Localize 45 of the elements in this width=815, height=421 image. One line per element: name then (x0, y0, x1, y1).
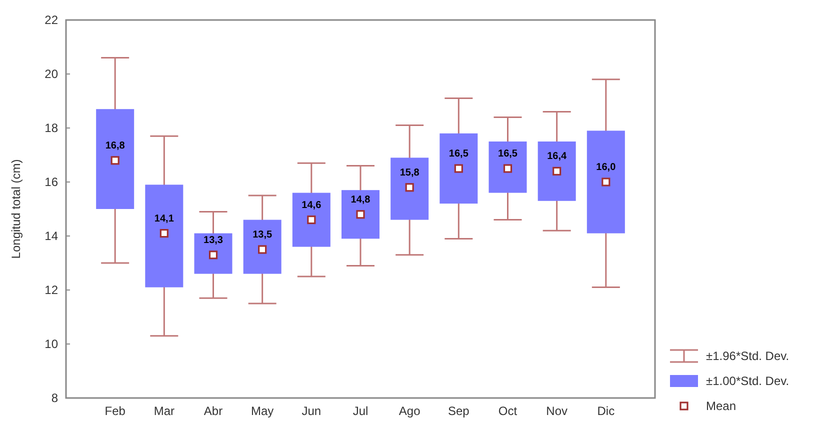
point (258, 245, 267, 254)
x-tick-label: Oct (498, 404, 518, 418)
data-label: 16,0 (596, 162, 616, 173)
y-axis-title: Longitud total (cm) (9, 159, 23, 259)
point (503, 164, 512, 173)
x-tick-label: Dic (597, 404, 615, 418)
point (405, 183, 414, 192)
y-tick-label: 12 (44, 283, 58, 298)
y-tick-label: 18 (44, 121, 58, 136)
x-tick-label: Jul (352, 404, 368, 418)
y-tick-label: 14 (44, 229, 58, 244)
data-label: 16,4 (547, 151, 567, 162)
x-tick-label: Jun (302, 404, 322, 418)
data-label: 14,1 (154, 213, 174, 224)
point (160, 229, 168, 238)
data-label: 16,5 (448, 148, 469, 160)
point (208, 250, 218, 260)
point (602, 178, 610, 186)
x-tick-label: May (250, 404, 274, 418)
data-label: 15,8 (400, 167, 420, 178)
data-label: 14,6 (302, 200, 322, 211)
x-tick-label: Mar (154, 404, 175, 418)
legend-label: ±1.00*Std. Dev. (706, 374, 790, 388)
data-label: 16,5 (498, 148, 518, 160)
point (356, 210, 365, 219)
data-label: 13,5 (252, 230, 272, 240)
point (552, 166, 562, 176)
y-tick-label: 8 (51, 391, 58, 406)
x-tick-label: Abr (204, 404, 223, 418)
data-label: 13,3 (204, 234, 224, 246)
y-tick-label: 22 (44, 13, 58, 28)
legend-label: Mean (706, 399, 736, 414)
x-tick-label: Ago (398, 404, 421, 418)
data-label: 16,8 (105, 140, 126, 152)
y-tick-label: 10 (44, 337, 58, 352)
data-label: 14,8 (350, 194, 371, 206)
point (307, 216, 316, 224)
point (454, 164, 463, 173)
y-tick-label: 20 (44, 67, 58, 82)
x-tick-label: Nov (546, 404, 568, 418)
x-tick-label: Sep (448, 404, 470, 418)
y-tick-label: 16 (44, 175, 58, 190)
point (110, 156, 120, 165)
x-tick-label: Feb (104, 404, 126, 418)
text: ±1.96*Std. Dev. (706, 349, 790, 364)
